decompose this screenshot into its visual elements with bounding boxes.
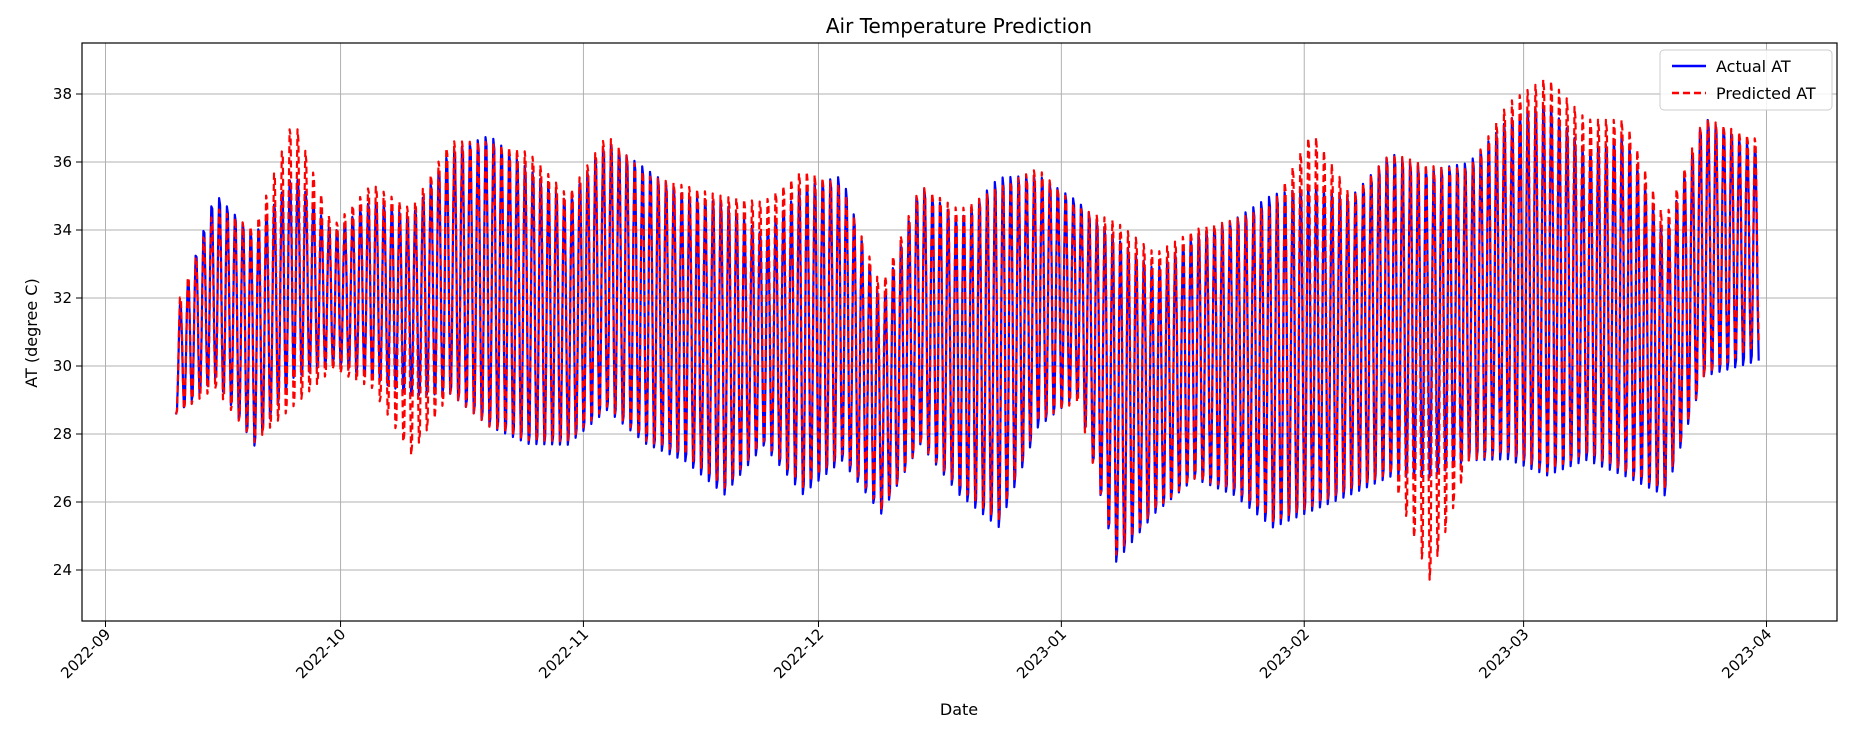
series-predicted-at <box>174 78 1760 581</box>
legend-label-actual: Actual AT <box>1716 57 1791 76</box>
x-axis-label: Date <box>940 700 978 719</box>
x-tick-label: 2022-12 <box>770 625 827 682</box>
y-tick-label: 36 <box>53 153 72 171</box>
x-tick-label: 2022-11 <box>535 625 592 682</box>
y-tick-label: 28 <box>53 425 72 443</box>
plot-frame <box>81 42 1838 622</box>
x-tick-label: 2022-09 <box>57 625 114 682</box>
x-tick-label: 2022-10 <box>292 625 349 682</box>
x-tick-label: 2023-02 <box>1256 625 1313 682</box>
x-tick-label: 2023-03 <box>1475 625 1532 682</box>
y-tick-label: 24 <box>53 561 72 579</box>
y-tick-label: 34 <box>53 221 72 239</box>
y-axis-ticks: 24 26 28 30 32 34 36 38 <box>53 85 82 579</box>
plot-area <box>174 78 1760 581</box>
legend-label-predicted: Predicted AT <box>1716 84 1816 103</box>
y-tick-label: 30 <box>53 357 72 375</box>
x-tick-label: 2023-01 <box>1013 625 1070 682</box>
x-tick-label: 2023-04 <box>1718 625 1775 682</box>
y-tick-label: 26 <box>53 493 72 511</box>
y-tick-label: 32 <box>53 289 72 307</box>
x-axis-ticks: 2022-09 2022-10 2022-11 2022-12 2023-01 2023-… <box>57 621 1775 682</box>
y-axis-label: AT (degree C) <box>22 278 41 387</box>
chart-title: Air Temperature Prediction <box>826 14 1092 38</box>
series-layer <box>174 78 1760 581</box>
legend: Actual AT Predicted AT <box>1659 49 1833 111</box>
y-tick-label: 38 <box>53 85 72 103</box>
